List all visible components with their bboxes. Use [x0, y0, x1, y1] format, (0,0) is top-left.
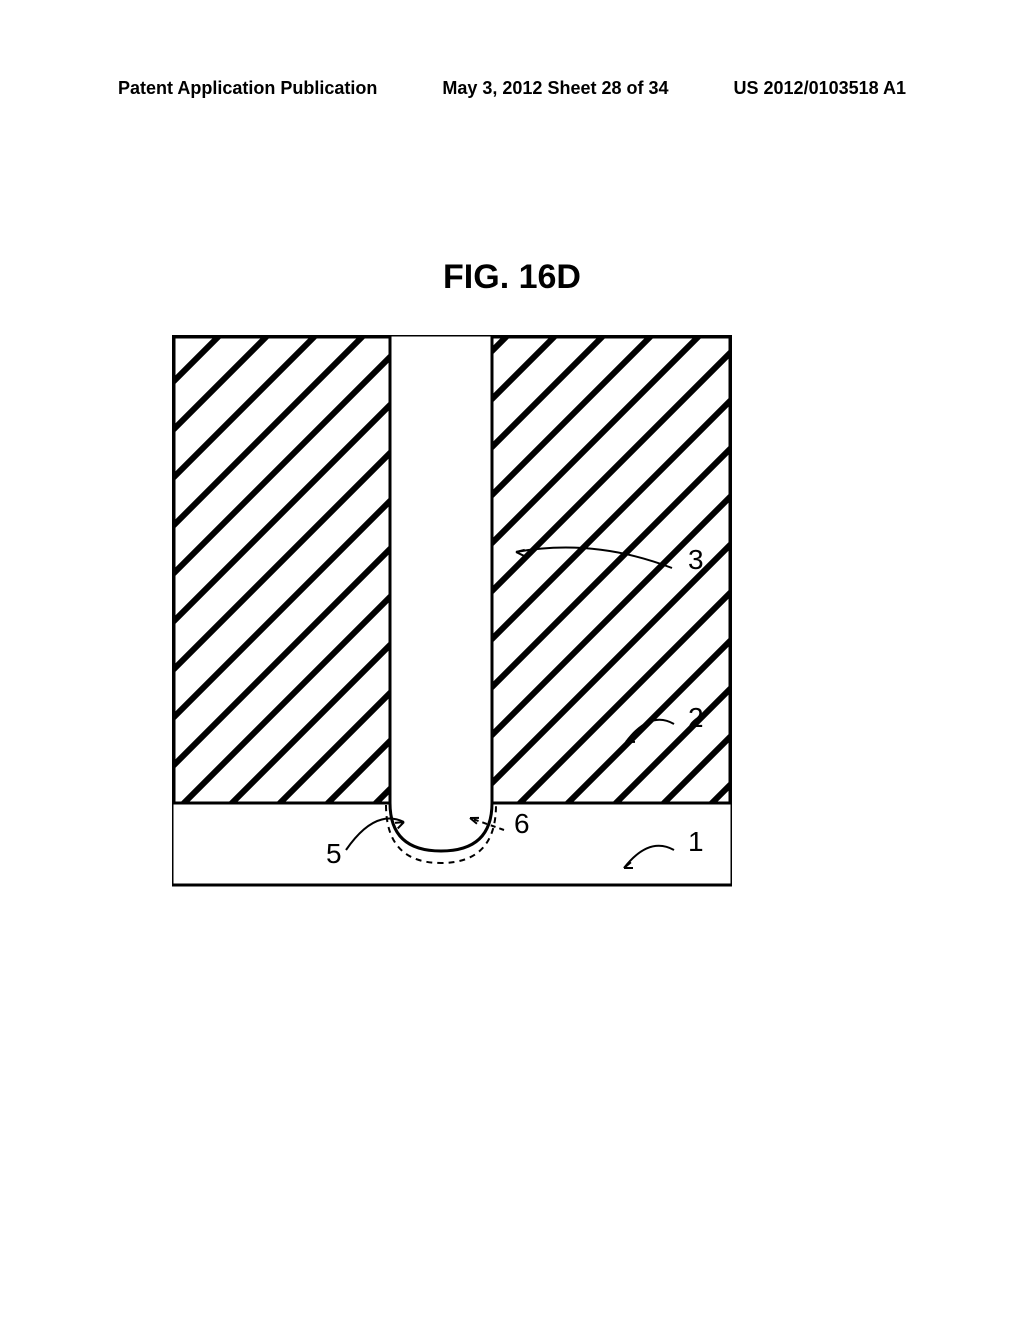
diagram-svg [172, 335, 732, 887]
diagram [172, 335, 732, 887]
label-6: 6 [514, 808, 530, 840]
label-2: 2 [688, 702, 704, 734]
label-5: 5 [326, 838, 342, 870]
header-left: Patent Application Publication [118, 78, 377, 99]
page-header: Patent Application Publication May 3, 20… [118, 78, 906, 99]
header-right: US 2012/0103518 A1 [734, 78, 906, 99]
label-3: 3 [688, 544, 704, 576]
figure-title: FIG. 16D [443, 258, 581, 297]
header-center: May 3, 2012 Sheet 28 of 34 [442, 78, 668, 99]
label-1: 1 [688, 826, 704, 858]
